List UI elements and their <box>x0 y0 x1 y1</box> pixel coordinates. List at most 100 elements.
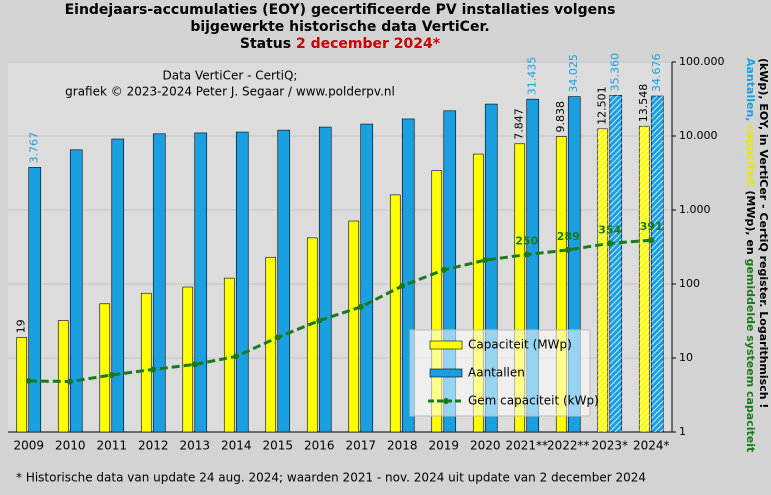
legend-label: Capaciteit (MWp) <box>468 338 572 352</box>
legend-label: Aantallen <box>468 366 525 380</box>
x-tick-label: 2016 <box>304 439 335 453</box>
x-tick-label: 2022** <box>547 439 590 453</box>
legend-swatch <box>429 340 463 350</box>
y-axis-label-part: Aantallen, <box>744 58 757 121</box>
status-label: Status <box>240 36 291 52</box>
y-axis-label-part: gemiddelde systeem capaciteit <box>744 259 757 453</box>
bar <box>389 194 401 433</box>
line-marker <box>399 282 406 289</box>
title-line: bijgewerkte historische data VertiCer. <box>190 19 489 35</box>
line-marker <box>606 240 613 247</box>
data-label: 391 <box>640 220 663 233</box>
line-marker <box>523 251 530 258</box>
legend-marker <box>443 398 449 404</box>
x-tick-label: 2015 <box>262 439 293 453</box>
y-axis-label-part: capaciteit <box>744 121 757 186</box>
x-tick-label: 2013 <box>179 439 210 453</box>
x-tick-label: 2021** <box>505 439 548 453</box>
data-label: 354 <box>598 223 621 236</box>
x-tick-label: 2018 <box>387 439 418 453</box>
line-marker <box>191 361 198 368</box>
bar <box>111 138 125 433</box>
bar-hatch <box>651 96 664 433</box>
bar <box>277 129 291 433</box>
bar <box>140 292 152 433</box>
annotation: Data VertiCer - CertiQ; <box>163 69 298 83</box>
line-marker <box>316 317 323 324</box>
line-marker <box>565 246 572 253</box>
line-marker <box>357 303 364 310</box>
bar <box>360 123 374 433</box>
line-marker <box>150 366 157 373</box>
bar <box>57 320 69 433</box>
bar <box>306 237 318 433</box>
bar <box>28 167 42 433</box>
line-marker <box>648 237 655 244</box>
data-label: 34.025 <box>567 54 580 93</box>
y-axis-label-part: (MWp), en <box>744 187 757 259</box>
y-tick-label: 1.000 <box>679 203 711 216</box>
data-label: 250 <box>515 235 538 248</box>
line-marker <box>67 378 74 385</box>
bar <box>318 126 332 433</box>
bar <box>235 131 249 433</box>
title-line: Eindejaars-accumulaties (EOY) gecertific… <box>65 2 616 18</box>
y-axis-label-part: (kWp), EOY, in VertiCer - CertiQ registe… <box>757 58 770 408</box>
bar <box>472 153 484 433</box>
bar <box>431 170 443 433</box>
y-tick-label: 1 <box>679 425 686 438</box>
bar <box>348 220 360 433</box>
y-tick-label: 100 <box>679 277 700 290</box>
line-marker <box>233 353 240 360</box>
bar <box>194 132 208 433</box>
x-tick-label: 2012 <box>138 439 169 453</box>
data-label: 9.838 <box>554 101 567 133</box>
line-marker <box>274 334 281 341</box>
data-label: 7.847 <box>513 108 526 140</box>
bar <box>223 277 235 433</box>
line-marker <box>25 377 32 384</box>
data-label: 289 <box>557 230 580 243</box>
x-tick-label: 2019 <box>428 439 459 453</box>
data-label: 19 <box>15 319 28 333</box>
annotation: grafiek © 2023-2024 Peter J. Segaar / ww… <box>65 85 395 99</box>
x-tick-label: 2009 <box>13 439 44 453</box>
y-tick-label: 10 <box>679 351 693 364</box>
legend-swatch <box>429 368 463 378</box>
line-marker <box>440 266 447 273</box>
bar <box>69 149 83 433</box>
data-label: 12.501 <box>596 86 609 125</box>
footnote: * Historische data van update 24 aug. 20… <box>16 471 646 485</box>
bar <box>152 133 166 433</box>
x-tick-label: 2024* <box>633 439 670 453</box>
x-tick-label: 2020 <box>470 439 501 453</box>
bar-hatch <box>609 95 622 432</box>
bar <box>514 143 526 433</box>
y-axis-label: Aantallen, capaciteit (MWp), en gemiddel… <box>744 58 757 452</box>
y-tick-label: 10.000 <box>679 129 718 142</box>
bar <box>265 256 277 433</box>
line-marker <box>482 257 489 264</box>
x-tick-label: 2011 <box>96 439 127 453</box>
bar <box>99 303 111 433</box>
x-tick-label: 2023* <box>591 439 628 453</box>
data-label: 3.767 <box>28 132 41 164</box>
bar-hatch <box>639 126 650 432</box>
x-tick-label: 2017 <box>345 439 376 453</box>
status-date: 2 december 2024* <box>296 36 441 52</box>
data-label: 13.548 <box>637 84 650 123</box>
data-label: 35.360 <box>609 53 622 92</box>
data-label: 31.435 <box>526 57 539 96</box>
status-line: Status 2 december 2024* <box>240 36 441 52</box>
data-label: 34.676 <box>650 54 663 93</box>
bar-hatch <box>597 128 608 432</box>
x-tick-label: 2014 <box>221 439 252 453</box>
bar <box>16 337 28 433</box>
x-tick-label: 2010 <box>55 439 86 453</box>
line-marker <box>108 371 115 378</box>
bar <box>182 286 194 433</box>
y-tick-label: 100.000 <box>679 55 725 68</box>
legend-label: Gem capaciteit (kWp) <box>468 394 599 408</box>
